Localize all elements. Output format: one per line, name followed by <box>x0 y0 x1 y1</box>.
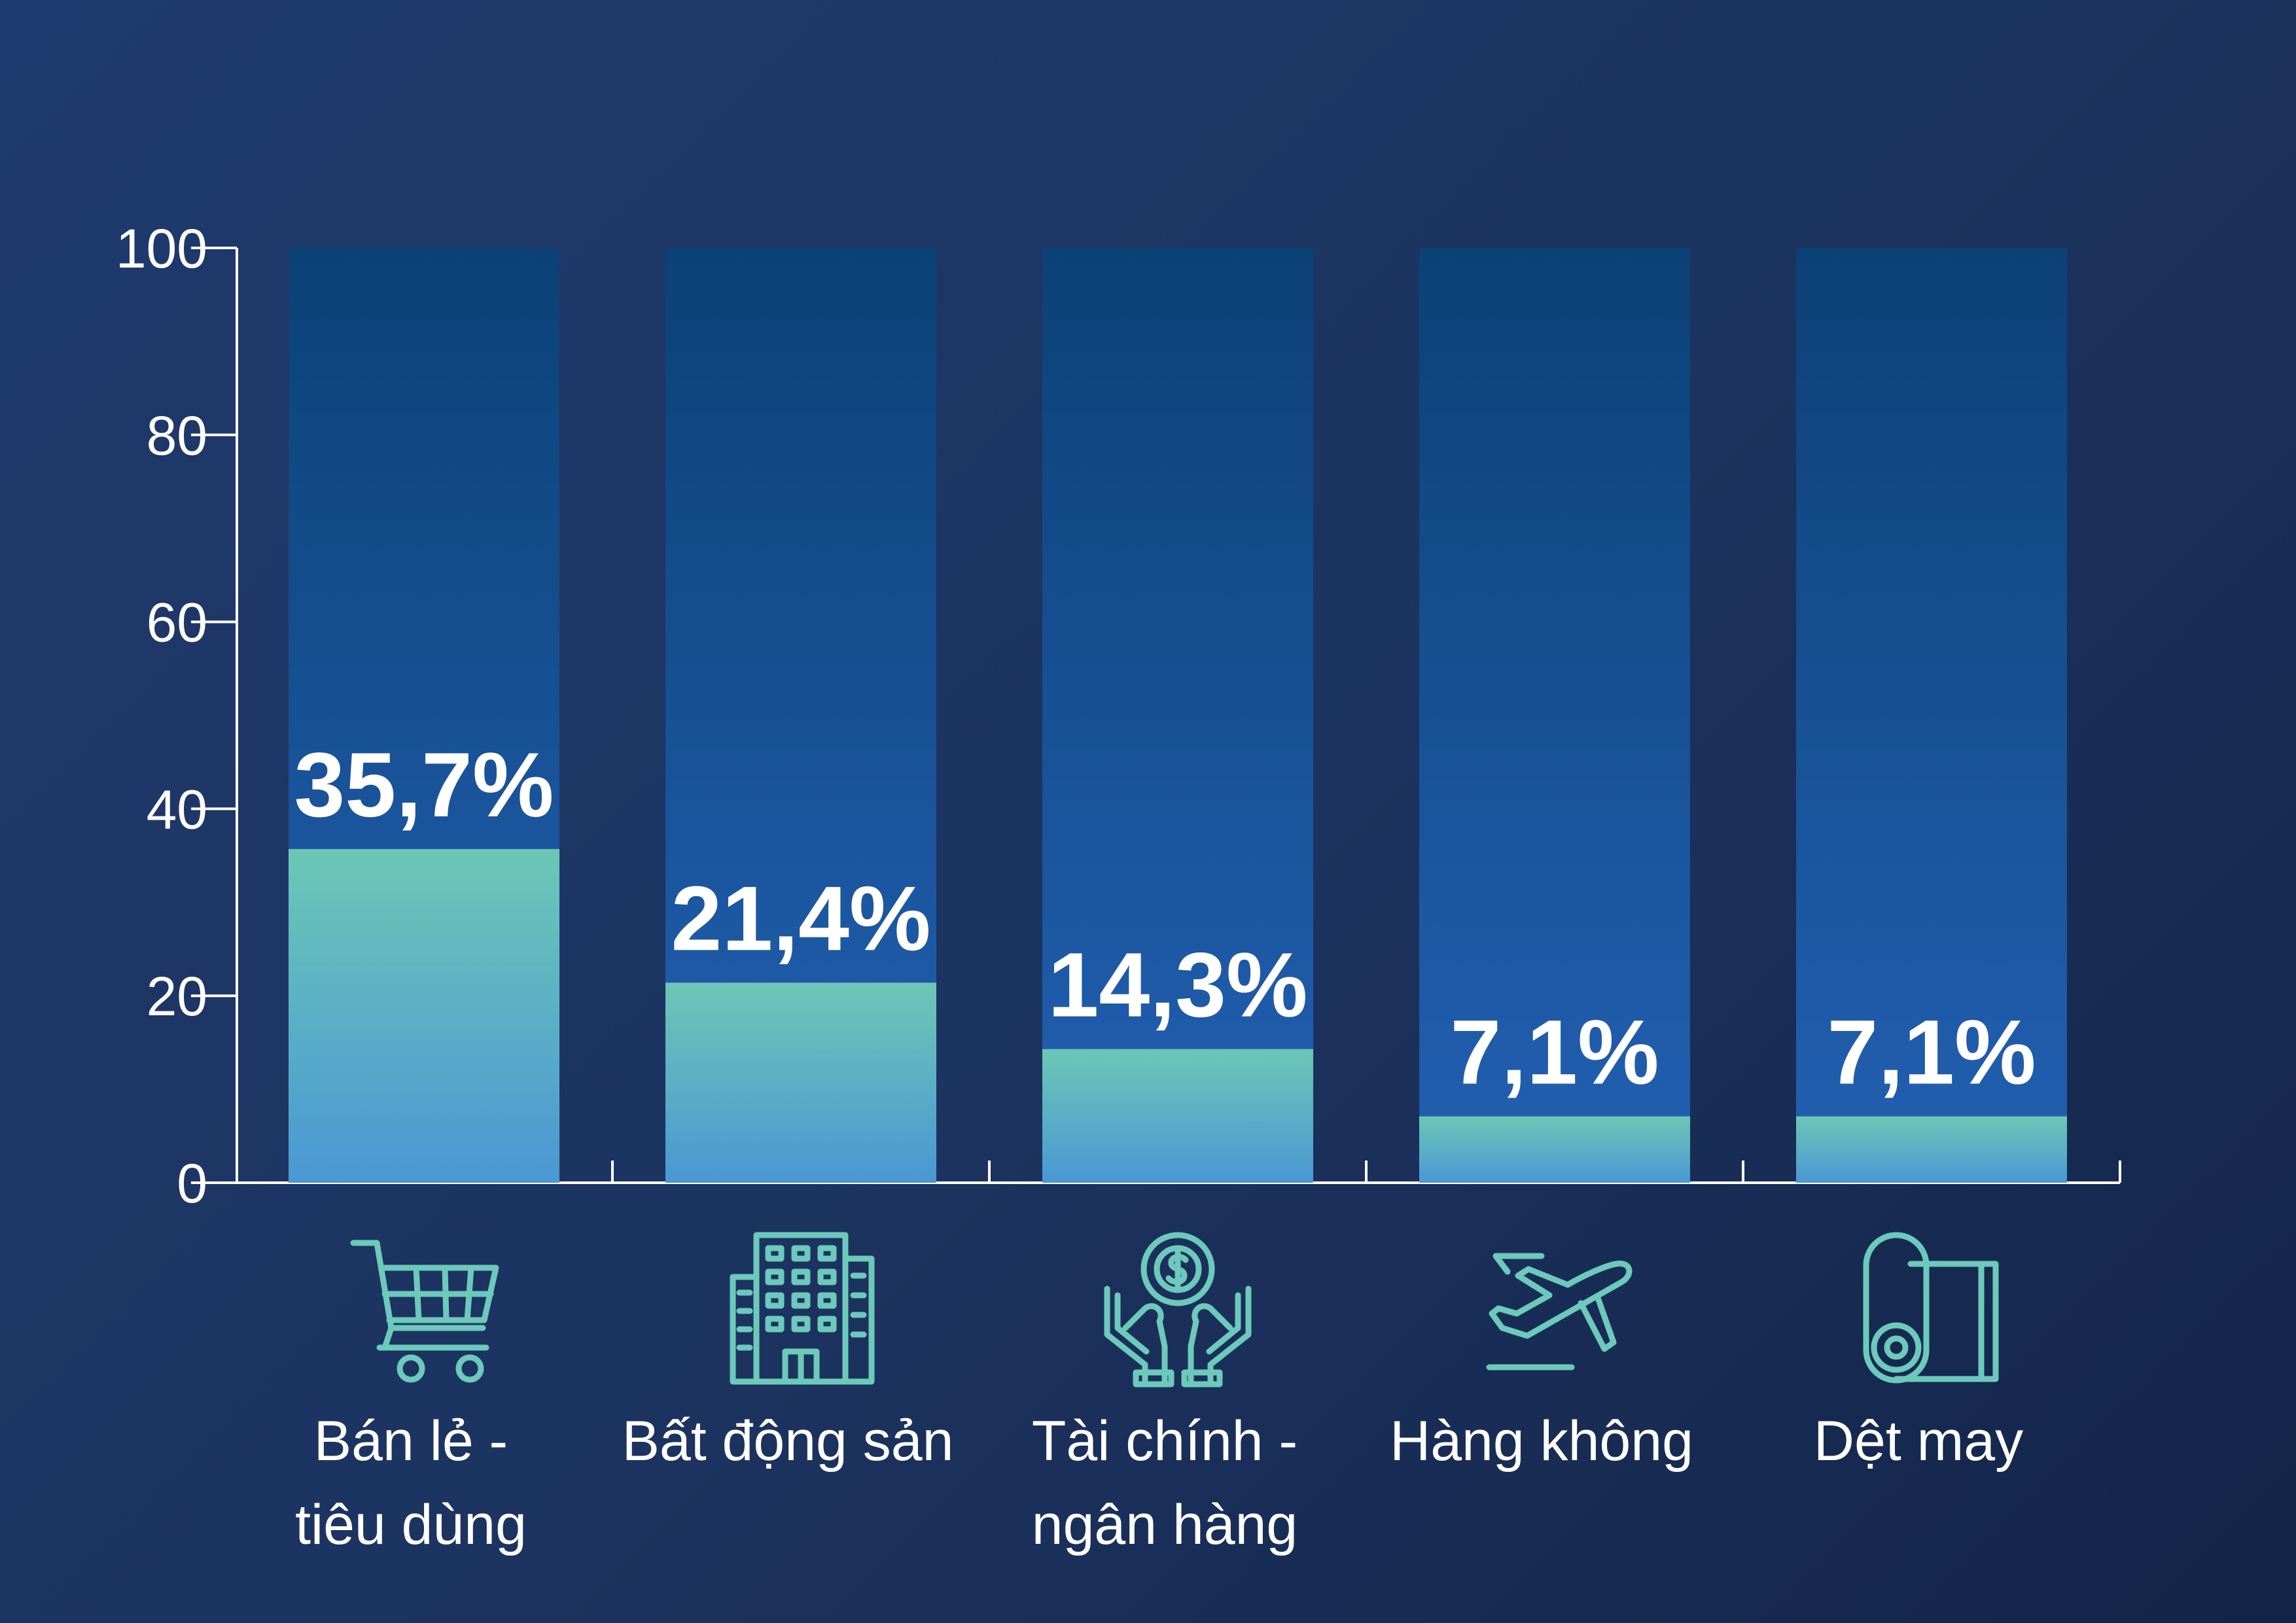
bar-track <box>1042 248 1313 1183</box>
value-labels: 35,7% 21,4% 14,3% 7,1% 7,1% <box>294 733 2036 1104</box>
bar-value-label: 14,3% <box>1048 934 1308 1036</box>
building-icon <box>733 1235 872 1382</box>
y-tick-label: 60 <box>147 592 207 654</box>
bar <box>289 848 559 1183</box>
bar-track <box>1419 248 1690 1183</box>
bar <box>1042 1049 1313 1183</box>
axes: 0 20 40 60 80 100 <box>116 218 2121 1214</box>
y-tick-label: 40 <box>147 778 207 840</box>
y-tick-label: 100 <box>116 218 207 279</box>
x-ticks <box>611 1161 2121 1183</box>
bar-value-label: 35,7% <box>294 733 554 836</box>
bar <box>665 983 936 1183</box>
category-labels: Bán lẻ - tiêu dùng Bất động sản Tài chính -… <box>295 1410 2023 1556</box>
airplane-icon <box>1489 1256 1629 1367</box>
category-icons <box>353 1235 1996 1384</box>
y-tick-label: 0 <box>177 1153 207 1214</box>
bar-value-label: 21,4% <box>671 867 931 969</box>
y-ticks: 0 20 40 60 80 100 <box>116 218 237 1214</box>
y-tick-label: 80 <box>147 405 207 466</box>
category-label: Bán lẻ - <box>314 1410 508 1473</box>
shopping-cart-icon <box>353 1243 496 1380</box>
bar-value-label: 7,1% <box>1450 1001 1659 1104</box>
hands-dollar-icon <box>1107 1235 1248 1384</box>
category-label: Hàng không <box>1390 1410 1693 1473</box>
category-label: Tài chính - <box>1032 1410 1298 1473</box>
category-label: tiêu dùng <box>295 1493 527 1556</box>
category-label: Bất động sản <box>622 1410 954 1473</box>
y-tick-label: 20 <box>147 966 207 1027</box>
category-label: ngân hàng <box>1032 1493 1298 1556</box>
fabric-roll-icon <box>1866 1235 1996 1380</box>
bars <box>289 248 2067 1183</box>
category-label: Dệt may <box>1814 1410 2023 1473</box>
bar-track <box>1796 248 2067 1183</box>
bar <box>1796 1116 2067 1183</box>
bar-value-label: 7,1% <box>1827 1001 2036 1104</box>
bar <box>1419 1116 1690 1183</box>
